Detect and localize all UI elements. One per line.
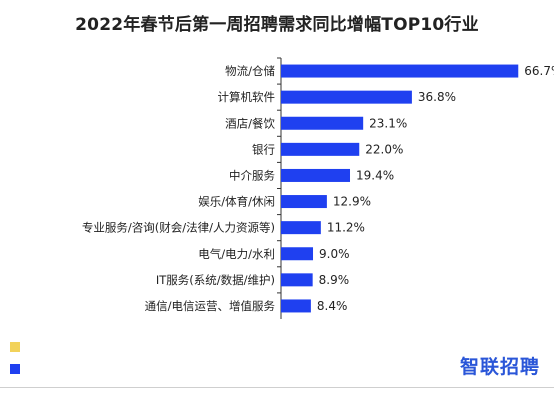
value-label-6: 11.2% bbox=[327, 221, 365, 235]
bars-group bbox=[277, 57, 519, 313]
value-label-2: 23.1% bbox=[369, 116, 407, 130]
value-label-4: 19.4% bbox=[356, 168, 394, 182]
footer-divider bbox=[0, 387, 554, 388]
category-labels-group: 物流/仓储计算机软件酒店/餐饮银行中介服务娱乐/体育/休闲专业服务/咨询(财会/… bbox=[82, 64, 276, 313]
value-label-3: 22.0% bbox=[365, 142, 403, 156]
bar-7 bbox=[281, 247, 314, 261]
category-label-9: 通信/电信运营、增值服务 bbox=[145, 299, 276, 313]
bar-4 bbox=[281, 168, 351, 182]
value-label-9: 8.4% bbox=[317, 299, 348, 313]
category-label-5: 娱乐/体育/休闲 bbox=[198, 195, 275, 209]
bar-9 bbox=[281, 299, 311, 313]
chart-title: 2022年春节后第一周招聘需求同比增幅TOP10行业 bbox=[75, 15, 479, 35]
bar-6 bbox=[281, 221, 321, 235]
bar-chart: 物流/仓储计算机软件酒店/餐饮银行中介服务娱乐/体育/休闲专业服务/咨询(财会/… bbox=[82, 57, 554, 319]
category-label-4: 中介服务 bbox=[229, 168, 275, 182]
category-label-7: 电气/电力/水利 bbox=[198, 247, 275, 261]
bar-2 bbox=[281, 116, 364, 130]
bar-1 bbox=[281, 90, 412, 104]
value-label-1: 36.8% bbox=[418, 90, 456, 104]
legend-swatch-blue bbox=[10, 364, 20, 374]
value-label-8: 8.9% bbox=[319, 273, 350, 287]
value-label-5: 12.9% bbox=[333, 195, 371, 209]
category-label-3: 银行 bbox=[252, 142, 275, 156]
bar-0 bbox=[281, 64, 519, 78]
bar-8 bbox=[281, 273, 313, 287]
category-label-0: 物流/仓储 bbox=[225, 64, 275, 78]
legend-swatch-yellow bbox=[10, 342, 20, 352]
bar-5 bbox=[281, 195, 327, 209]
brand-logo: 智联招聘 bbox=[459, 356, 540, 378]
category-label-6: 专业服务/咨询(财会/法律/人力资源等) bbox=[82, 221, 275, 235]
value-label-0: 66.7% bbox=[524, 64, 554, 78]
value-labels-group: 66.7% 36.8% 23.1% 22.0% 19.4% 12.9% 11.2% 9.0% 8… bbox=[317, 64, 554, 313]
category-label-1: 计算机软件 bbox=[218, 90, 276, 104]
category-label-8: IT服务(系统/数据/维护) bbox=[156, 273, 275, 287]
bar-3 bbox=[281, 142, 360, 156]
category-label-2: 酒店/餐饮 bbox=[225, 116, 275, 130]
value-label-7: 9.0% bbox=[319, 247, 350, 261]
